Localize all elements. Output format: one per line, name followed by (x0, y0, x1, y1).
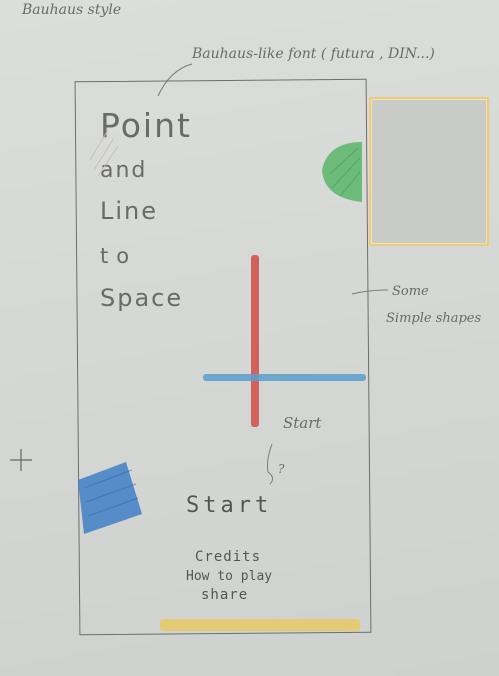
blue-square-shape (78, 462, 142, 534)
yellow-bar-shape (160, 619, 360, 631)
shapes-annotation-line1: Some (392, 284, 429, 299)
start-annotation: Start (283, 414, 322, 432)
preview-panel (369, 97, 489, 246)
share-link[interactable]: share (201, 587, 249, 603)
red-vertical-line (251, 255, 259, 427)
blue-horizontal-line (203, 374, 366, 381)
pencil-swirl (267, 443, 274, 485)
start-button[interactable]: Start (186, 493, 273, 518)
green-circle-shape (322, 142, 362, 202)
title-to: to (100, 244, 138, 268)
style-annotation: Bauhaus style (22, 2, 122, 18)
question-mark: ? (278, 462, 285, 476)
font-annotation-leader (157, 63, 193, 97)
shapes-annotation-leader (351, 289, 389, 295)
title-line: Line (100, 197, 159, 225)
how-to-play-link[interactable]: How to play (186, 569, 273, 584)
credits-link[interactable]: Credits (195, 549, 262, 565)
shapes-annotation-line2: Simple shapes (386, 311, 482, 326)
font-annotation: Bauhaus-like font ( futura , DIN...) (192, 46, 435, 62)
crosshair-icon (10, 449, 32, 471)
title-space: Space (100, 284, 184, 312)
title-point: Point (100, 106, 192, 145)
pencil-scribble (89, 129, 119, 177)
